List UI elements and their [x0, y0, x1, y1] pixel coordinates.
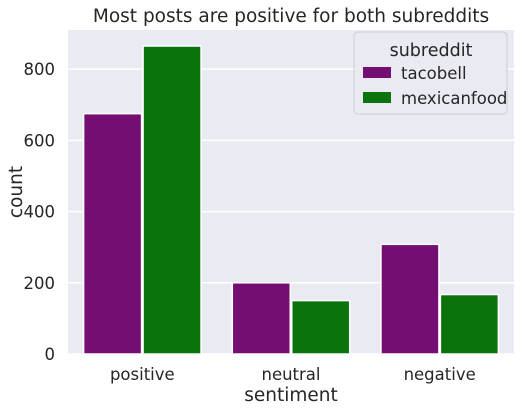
bar-mexicanfood-positive — [142, 45, 202, 355]
y-tick-label-800: 800 — [24, 60, 56, 79]
y-tick-label-600: 600 — [24, 131, 56, 150]
y-tick-label-400: 400 — [24, 203, 56, 222]
legend-swatch-tacobell — [363, 67, 391, 78]
legend-label-mexicanfood: mexicanfood — [401, 89, 507, 108]
bar-tacobell-positive — [82, 112, 143, 355]
legend-swatch-mexicanfood — [363, 92, 391, 103]
legend-label-tacobell: tacobell — [401, 64, 467, 83]
x-axis: positive neutral negative — [110, 365, 476, 384]
legend-title: subreddit — [390, 41, 473, 61]
x-tick-label-negative: negative — [404, 365, 476, 384]
y-axis-label: count — [6, 166, 27, 218]
y-tick-label-200: 200 — [24, 274, 56, 293]
y-tick-label-0: 0 — [45, 345, 56, 364]
bar-mexicanfood-negative — [439, 293, 500, 355]
x-tick-label-neutral: neutral — [261, 365, 320, 384]
x-tick-label-positive: positive — [110, 365, 175, 384]
bar-mexicanfood-neutral — [291, 299, 351, 355]
bar-tacobell-neutral — [231, 282, 292, 355]
legend: subreddit tacobell mexicanfood — [353, 31, 508, 115]
legend-frame — [353, 31, 508, 115]
y-axis: 0 200 400 600 800 — [24, 60, 56, 364]
bars — [82, 45, 500, 355]
chart-title: Most posts are positive for both subredd… — [93, 6, 489, 27]
x-axis-label: sentiment — [244, 385, 338, 406]
bar-tacobell-negative — [380, 243, 440, 355]
